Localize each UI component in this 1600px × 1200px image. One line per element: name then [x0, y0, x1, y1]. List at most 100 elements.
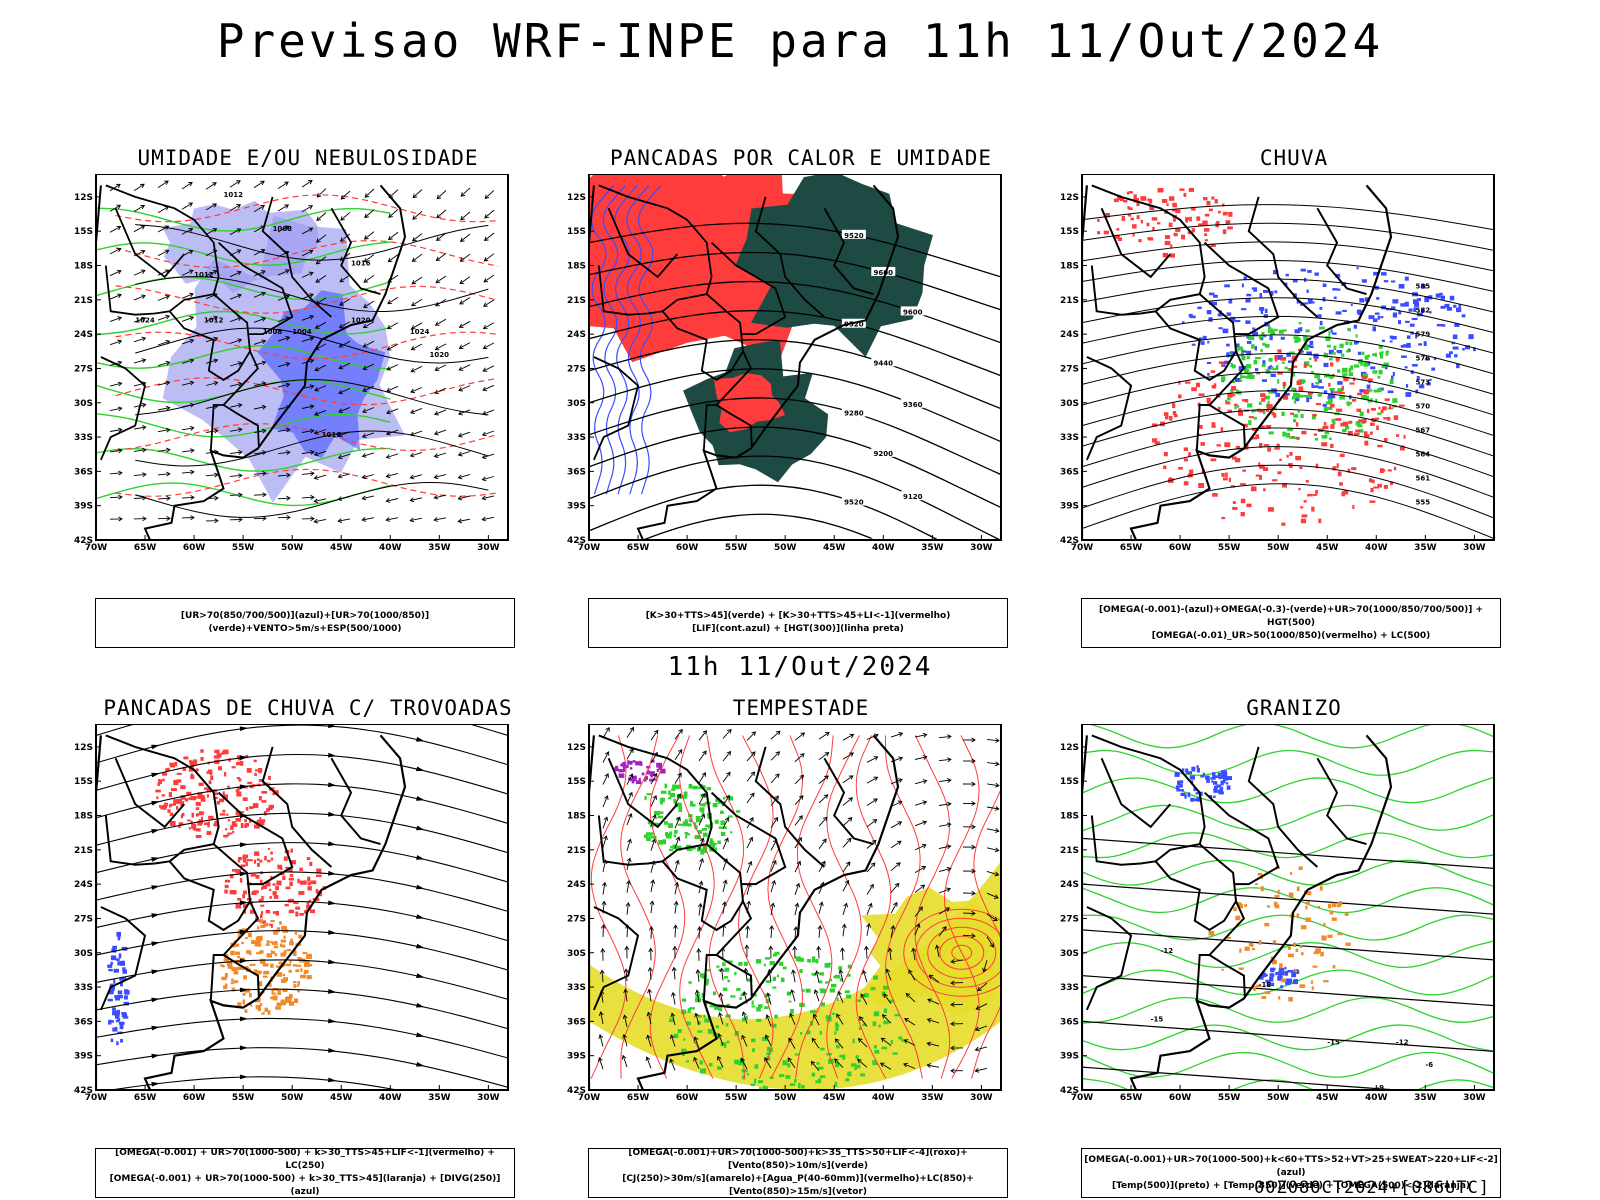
country-border	[1085, 356, 1133, 461]
shower-area	[279, 921, 282, 925]
wind-vector	[157, 361, 170, 367]
omega-weak-area	[1246, 350, 1252, 356]
wind-850-area	[847, 964, 853, 969]
wind-vector-850	[798, 815, 803, 820]
streamline-250	[96, 930, 508, 971]
omega-rh-area	[1351, 398, 1357, 402]
wind-vector-850	[926, 1017, 932, 1023]
wind-vector	[361, 453, 367, 458]
omega-rh-area	[1231, 386, 1237, 391]
wind-vector	[436, 194, 442, 200]
wind-vector	[181, 293, 194, 299]
lat-tick-label: 24S	[74, 330, 93, 340]
wind-vector-850	[602, 835, 607, 848]
wind-850-area	[699, 803, 704, 807]
wind-850-area	[856, 999, 861, 1002]
omega-rh-area	[1343, 490, 1349, 495]
wind-vector-850	[602, 773, 609, 785]
wind-vector-850	[983, 959, 988, 972]
wind-850-area	[835, 1026, 839, 1031]
shower-area	[242, 992, 246, 996]
omega-weak-area	[1374, 312, 1380, 315]
stream-arrow	[328, 1077, 337, 1083]
omega-weak-area	[1319, 306, 1323, 310]
wind-vector	[165, 339, 171, 345]
wind-vector	[109, 294, 122, 300]
shower-area	[300, 968, 303, 972]
omega-strong-area	[1298, 379, 1305, 385]
omega-strong-area	[1261, 331, 1265, 337]
omega-weak-area	[1380, 316, 1384, 319]
wind-vector	[433, 517, 439, 522]
wind-vector	[436, 209, 447, 219]
wind-vector-850	[792, 945, 798, 951]
omega-rh-area	[1398, 404, 1405, 407]
omega-rh-area	[1259, 410, 1265, 413]
wind-vector	[484, 209, 495, 219]
wind-vector-850	[818, 925, 821, 938]
omega-500-area	[1307, 891, 1312, 896]
wind-850-area	[660, 790, 667, 794]
wind-vector-850	[903, 1039, 909, 1044]
shower-area	[302, 951, 308, 955]
thunder-area	[243, 904, 248, 909]
temp-label: -6	[1425, 1061, 1433, 1069]
omega-strong-area	[1246, 356, 1250, 359]
omega-weak-area	[1405, 320, 1410, 323]
wind-vector-850	[872, 819, 878, 824]
wind-vector	[141, 316, 147, 322]
wind-vector-850	[693, 1036, 699, 1042]
wind-850-area	[751, 1000, 754, 1005]
omega-strong-area	[1347, 401, 1350, 407]
lat-tick-label: 42S	[74, 1086, 93, 1096]
omega-strong-area	[1331, 374, 1335, 378]
wind-vector	[314, 385, 327, 391]
wind-850-area	[827, 962, 832, 965]
wind-vector	[340, 194, 346, 200]
map-frame	[588, 174, 1002, 541]
omega-weak-area	[1371, 315, 1374, 318]
streamline-250	[96, 842, 508, 883]
shower-area	[237, 966, 242, 970]
wind-vector	[166, 495, 171, 501]
wind-vector	[364, 254, 375, 263]
omega-rh-area	[1097, 218, 1100, 222]
label-bg	[871, 266, 896, 276]
lat-tick-label: 36S	[567, 1017, 586, 1027]
omega-strong-area	[1328, 398, 1333, 403]
wind-vector	[117, 293, 122, 299]
wind-850-area	[716, 1033, 720, 1038]
stream-arrow	[239, 987, 249, 993]
severe-convection-area	[649, 771, 655, 776]
wind-vector-850	[604, 795, 609, 800]
wind-vector-850	[769, 925, 775, 930]
hail-area	[1284, 970, 1289, 976]
wind-vector	[458, 431, 471, 437]
omega-rh-area	[1191, 387, 1197, 392]
wind-vector	[338, 323, 344, 329]
wind-850-area	[734, 971, 737, 976]
wind-vector	[260, 180, 265, 186]
wind-vector	[253, 382, 266, 387]
omega-weak-area	[1391, 280, 1396, 283]
wind-vector-850	[598, 1034, 604, 1039]
wind-850-area	[854, 1066, 857, 1071]
wind-850-area	[825, 1015, 832, 1020]
hail-area	[1291, 972, 1297, 978]
thunder-area	[238, 778, 242, 782]
divergence-area	[117, 961, 123, 966]
lat-tick-label: 12S	[1060, 743, 1079, 753]
omega-rh-area	[1339, 391, 1345, 394]
omega-weak-area	[1373, 318, 1378, 323]
thunder-area	[242, 797, 248, 801]
divergence-area	[117, 990, 123, 995]
hail-area	[1190, 797, 1195, 802]
omega-weak-area	[1259, 293, 1263, 298]
omega-500-area	[1305, 905, 1308, 910]
wind-850-area	[757, 1004, 763, 1008]
omega-rh-area	[1204, 228, 1210, 232]
divergence-area	[121, 946, 124, 951]
wind-vector-850	[751, 731, 757, 736]
omega-weak-area	[1456, 363, 1460, 369]
wind-vector	[313, 475, 319, 480]
